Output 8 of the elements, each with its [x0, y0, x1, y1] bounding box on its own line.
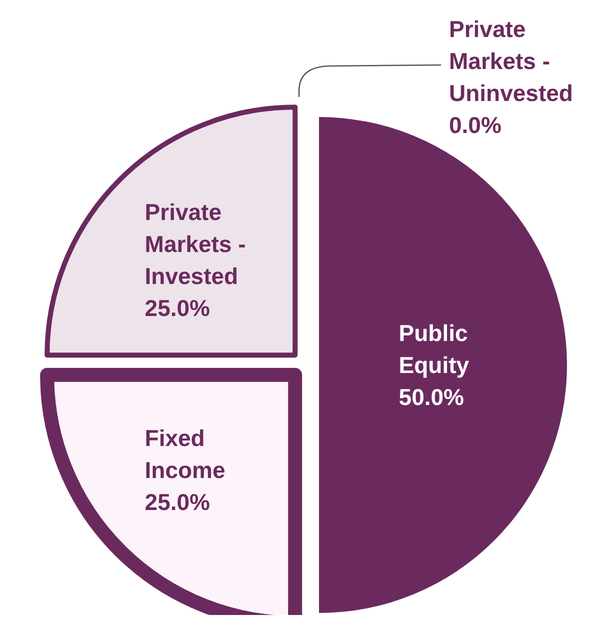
slice-label: Public Equity: [398, 320, 470, 378]
slice-label: Fixed Income: [144, 425, 226, 484]
data-label: 25.0%: [144, 489, 210, 516]
text: 0.0%: [449, 112, 502, 138]
data-label: 25.0%: [144, 294, 210, 321]
data-label: 50.0%: [398, 384, 464, 410]
category-label: Private Markets - Uninvested: [449, 16, 573, 106]
slice-label: Private Markets - Invested: [144, 198, 246, 289]
